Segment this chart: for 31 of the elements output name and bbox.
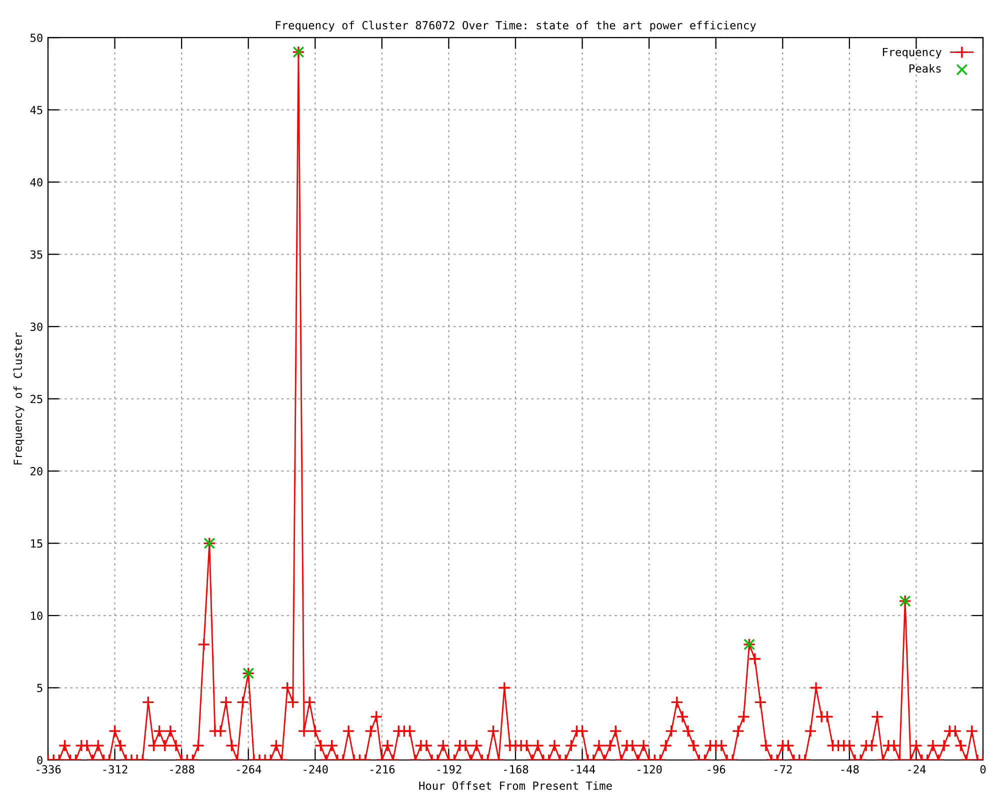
x-tick-label: -48 (841, 765, 859, 774)
x-tick-label: -336 (36, 765, 61, 774)
x-tick-label: -168 (504, 765, 528, 774)
y-tick-label: 40 (30, 178, 42, 186)
x-tick-label: -120 (638, 765, 662, 774)
y-axis-title: Frequency of Cluster (13, 332, 24, 464)
y-tick-label: 35 (30, 250, 42, 259)
legend-label: Peaks (910, 64, 941, 73)
x-tick-label: -144 (570, 765, 596, 774)
x-tick-label: -216 (370, 765, 395, 774)
y-tick-label: 20 (30, 467, 42, 476)
x-tick-label: -264 (236, 765, 262, 774)
x-tick-label: -240 (304, 765, 328, 774)
x-axis-title: Hour Offset From Present Time (419, 781, 612, 790)
x-tick-label: -312 (103, 765, 128, 774)
x-tick-label: -288 (170, 765, 194, 774)
chart-title: Frequency of Cluster 876072 Over Time: state of the art power efficiency (276, 20, 756, 32)
y-tick-label: 50 (30, 34, 42, 42)
y-tick-label: 10 (31, 612, 42, 620)
x-tick-label: -24 (908, 765, 926, 774)
y-tick-label: 45 (30, 106, 42, 114)
y-tick-label: 0 (37, 756, 42, 764)
x-tick-label: -72 (774, 765, 792, 774)
y-tick-label: 5 (37, 684, 42, 692)
y-tick-label: 30 (30, 322, 42, 331)
x-tick-label: 0 (980, 765, 986, 774)
y-tick-label: 15 (31, 539, 42, 548)
x-tick-label: -192 (437, 765, 462, 774)
legend-label: Frequency (882, 48, 942, 58)
x-tick-label: -96 (708, 765, 726, 774)
y-tick-label: 25 (30, 394, 42, 404)
